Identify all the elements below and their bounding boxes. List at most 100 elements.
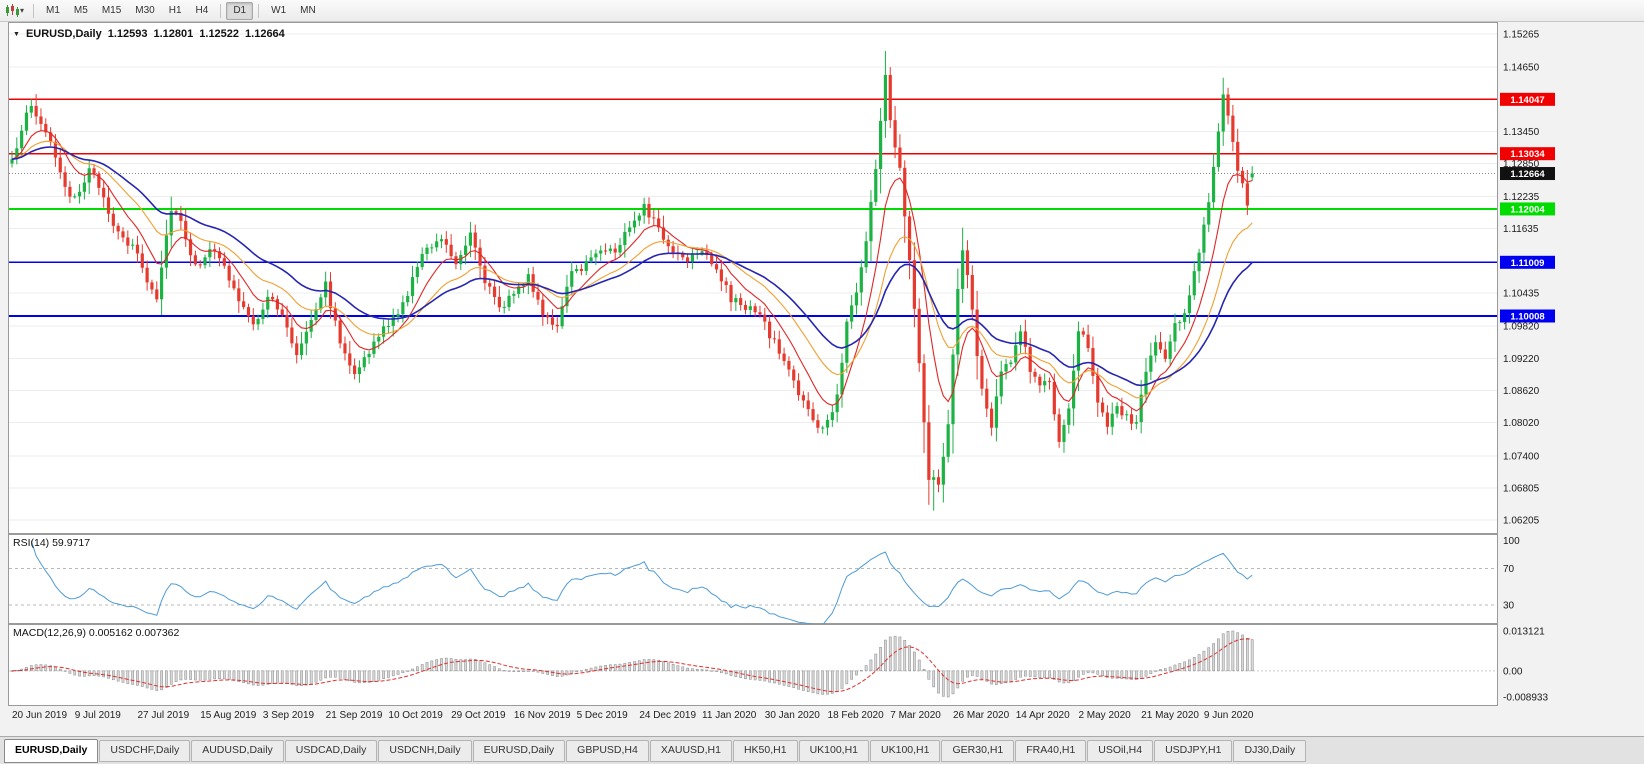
- date-label: 26 Mar 2020: [952, 710, 1010, 721]
- price-tick-label: 1.14650: [1503, 62, 1540, 73]
- price-badge-label: 1.11009: [1511, 258, 1545, 269]
- price-badge-label: 1.13034: [1510, 149, 1545, 160]
- macd-svg[interactable]: 0.013121 0.00 -0.008933: [0, 624, 1644, 706]
- moving-average-lines: [11, 130, 1253, 412]
- ohlc-close: 1.12664: [245, 28, 285, 40]
- date-label: 2 May 2020: [1078, 710, 1131, 721]
- chart-tab-xauusd-h1[interactable]: XAUUSD,H1: [649, 739, 732, 762]
- timeframe-button-mn[interactable]: MN: [300, 4, 316, 16]
- price-badge[interactable]: 1.13034: [1500, 147, 1555, 160]
- ohlc-high: 1.12801: [153, 28, 194, 40]
- timeframe-button-m5[interactable]: M5: [73, 4, 88, 16]
- chart-legend: ▼ EURUSD,Daily 1.12593 1.12801 1.12522 1…: [13, 28, 285, 40]
- rsi-tick-label: 100: [1503, 536, 1520, 547]
- date-label: 9 Jul 2019: [74, 710, 121, 721]
- chart-tab-uk100-h1[interactable]: UK100,H1: [870, 739, 941, 762]
- timeframe-button-m1[interactable]: M1: [46, 4, 60, 16]
- price-tick-label: 1.09820: [1503, 322, 1540, 333]
- date-label: 20 Jun 2019: [12, 710, 68, 721]
- chart-tab-uk100-h1[interactable]: UK100,H1: [798, 739, 870, 762]
- price-badge-label: 1.12664: [1510, 169, 1545, 180]
- date-label: 21 May 2020: [1141, 710, 1199, 721]
- toolbar-separator: [220, 3, 222, 18]
- level-lines: [9, 98, 1497, 317]
- toolbar-separator: [33, 3, 35, 18]
- date-label: 10 Oct 2019: [388, 710, 443, 721]
- date-label: 30 Jan 2020: [764, 710, 820, 721]
- price-tick-label: 1.12235: [1503, 192, 1540, 203]
- date-label: 21 Sep 2019: [325, 710, 383, 721]
- price-tick-label: 1.10435: [1503, 289, 1540, 300]
- price-badge[interactable]: 1.12004: [1500, 202, 1555, 216]
- main-chart-panel: 1.15265 1.14650 1.13450 1.12850 1.12235 1.116…: [0, 22, 1644, 534]
- rsi-plot-area[interactable]: [8, 534, 1498, 624]
- collapse-arrow-icon[interactable]: ▼: [13, 30, 20, 38]
- date-label: 9 Jun 2020: [1203, 710, 1254, 721]
- chart-tab-dj30-daily[interactable]: DJ30,Daily: [1233, 739, 1307, 762]
- price-tick-label: 1.15265: [1503, 30, 1540, 41]
- price-badges: 1.14047 1.13034 1.12664 1.12004 1.11009 1.100…: [1500, 92, 1555, 323]
- chart-symbol-period: EURUSD,Daily: [25, 28, 102, 40]
- timeframe-button-d1[interactable]: D1: [226, 1, 254, 20]
- chart-tab-eurusd-daily[interactable]: EURUSD,Daily: [472, 739, 566, 762]
- date-label: 29 Oct 2019: [451, 710, 506, 721]
- timeframe-button-w1[interactable]: W1: [271, 4, 287, 16]
- price-tick-label: 1.06805: [1503, 483, 1540, 494]
- price-tick-label: 1.09220: [1503, 354, 1540, 365]
- chart-tab-ger30-h1[interactable]: GER30,H1: [941, 739, 1015, 762]
- chart-tab-hk50-h1[interactable]: HK50,H1: [732, 739, 798, 762]
- price-tick-label: 1.13450: [1503, 127, 1540, 138]
- chart-tab-eurusd-daily[interactable]: EURUSD,Daily: [4, 738, 99, 763]
- rsi-line: [30, 540, 1253, 624]
- candlestick-chart-icon[interactable]: [5, 4, 19, 17]
- candles-group: [10, 50, 1254, 511]
- statusbar-spacer: [0, 726, 1644, 736]
- chart-tab-usdchf-daily[interactable]: USDCHF,Daily: [99, 739, 191, 762]
- price-axis-labels[interactable]: 1.15265 1.14650 1.13450 1.12850 1.12235 1.116…: [1503, 30, 1540, 527]
- date-label: 16 Nov 2019: [513, 710, 571, 721]
- dropdown-caret-icon[interactable]: ▾: [20, 6, 25, 15]
- date-label: 7 Mar 2020: [890, 710, 941, 721]
- chart-tab-audusd-daily[interactable]: AUDUSD,Daily: [191, 739, 284, 762]
- chart-tabbar: EURUSD,Daily USDCHF,Daily AUDUSD,Daily USDC…: [0, 736, 1644, 764]
- timeframe-button-h4[interactable]: H4: [195, 4, 209, 16]
- macd-tick-label: 0.00: [1503, 666, 1523, 677]
- chart-tab-usdcnh-daily[interactable]: USDCNH,Daily: [378, 739, 472, 762]
- chart-tab-gbpusd-h4[interactable]: GBPUSD,H4: [566, 739, 649, 762]
- chart-tab-usdjpy-h1[interactable]: USDJPY,H1: [1154, 739, 1233, 762]
- macd-plot-area[interactable]: [8, 624, 1498, 706]
- macd-axis-labels: 0.013121 0.00 -0.008933: [1503, 627, 1548, 704]
- price-badge-label: 1.14047: [1510, 95, 1544, 106]
- chart-tab-usoil-h4[interactable]: USOil,H4: [1087, 739, 1154, 762]
- price-badge[interactable]: 1.10008: [1500, 309, 1555, 323]
- macd-tick-label: -0.008933: [1503, 693, 1548, 704]
- chart-tab-usdcad-daily[interactable]: USDCAD,Daily: [284, 739, 378, 762]
- rsi-level-lines: [9, 567, 1497, 606]
- rsi-indicator-label: RSI(14) 59.9717: [13, 537, 91, 549]
- price-tick-label: 1.08020: [1503, 418, 1540, 429]
- macd-signal-line: [11, 638, 1253, 693]
- date-axis: 20 Jun 2019 9 Jul 2019 27 Jul 2019 15 Aug 2…: [0, 706, 1644, 726]
- date-label: 3 Sep 2019: [262, 710, 315, 721]
- date-label: 15 Aug 2019: [200, 710, 257, 721]
- timeframe-group: M1 M5 M15 M30 H1 H4 D1 W1 MN: [39, 1, 323, 20]
- price-tick-label: 1.07400: [1503, 451, 1540, 462]
- price-badge[interactable]: 1.14047: [1500, 92, 1555, 106]
- chart-tab-fra40-h1[interactable]: FRA40,H1: [1015, 739, 1087, 762]
- price-badge[interactable]: 1.12664: [1500, 167, 1555, 181]
- price-tick-label: 1.08620: [1503, 386, 1540, 397]
- date-label: 27 Jul 2019: [137, 710, 190, 721]
- candlestick-chart-glyph: [6, 4, 19, 17]
- ohlc-low: 1.12522: [199, 28, 240, 40]
- rsi-svg[interactable]: 100 70 30: [0, 534, 1644, 624]
- date-label: 18 Feb 2020: [827, 710, 884, 721]
- main-chart-svg[interactable]: 1.15265 1.14650 1.13450 1.12850 1.12235 1.116…: [0, 22, 1644, 534]
- timeframe-button-m30[interactable]: M30: [135, 4, 155, 16]
- date-label: 11 Jan 2020: [702, 710, 757, 721]
- timeframe-button-h1[interactable]: H1: [168, 4, 182, 16]
- timeframe-button-m15[interactable]: M15: [101, 4, 122, 16]
- date-label: 5 Dec 2019: [576, 710, 628, 721]
- price-badge[interactable]: 1.11009: [1500, 255, 1555, 269]
- price-badge-label: 1.10008: [1510, 311, 1544, 322]
- macd-panel: 0.013121 0.00 -0.008933 MACD(12,26,9) 0.00…: [0, 624, 1644, 706]
